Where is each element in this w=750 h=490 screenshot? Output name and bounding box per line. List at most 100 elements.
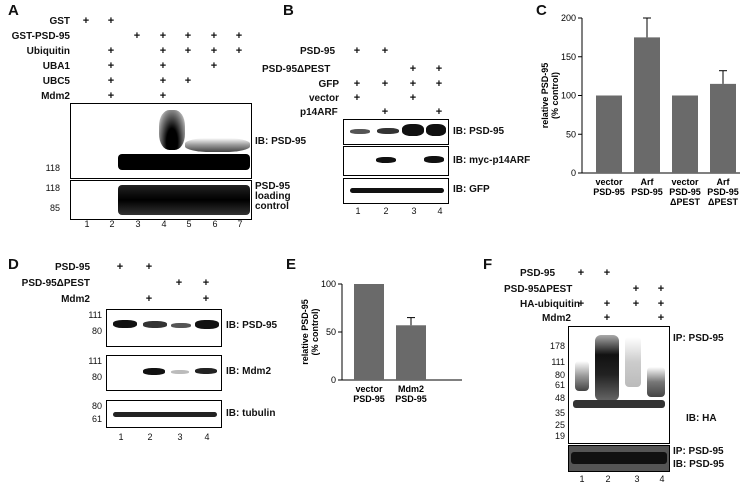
x-tick-label: Arf PSD-95 ΔPEST bbox=[707, 177, 739, 207]
f-mw: 61 bbox=[554, 380, 565, 390]
bar bbox=[672, 95, 698, 173]
b-ib: IB: PSD-95 bbox=[453, 126, 505, 137]
d-mw: 111 bbox=[88, 356, 102, 366]
d-mw: 80 bbox=[91, 372, 102, 382]
d-blot-mdm2 bbox=[106, 355, 222, 391]
b-lane: 3 bbox=[411, 206, 417, 216]
a-lane: 3 bbox=[135, 219, 141, 229]
y-tick-label: 150 bbox=[561, 52, 576, 62]
a-row-label: UBC5 bbox=[42, 76, 70, 87]
y-tick-label: 50 bbox=[566, 129, 576, 139]
y-tick-label: 100 bbox=[561, 91, 576, 101]
b-row-label: PSD-95 bbox=[300, 46, 336, 57]
a-mw: 118 bbox=[45, 163, 60, 173]
a-row-label: GST bbox=[49, 16, 70, 27]
d-row-label: PSD-95 bbox=[54, 262, 90, 273]
f-row-label: Mdm2 bbox=[542, 313, 571, 324]
a-lane: 5 bbox=[186, 219, 192, 229]
d-blot-tubulin bbox=[106, 400, 222, 428]
bar bbox=[396, 325, 426, 380]
x-tick-label: vector PSD-95 ΔPEST bbox=[669, 177, 701, 207]
x-tick-label: vector PSD-95 bbox=[593, 177, 625, 197]
bar bbox=[634, 37, 660, 173]
d-ib: IB: Mdm2 bbox=[226, 366, 271, 377]
f-mw: 48 bbox=[554, 393, 565, 403]
d-row-label: Mdm2 bbox=[61, 294, 90, 305]
a-lane: 6 bbox=[212, 219, 218, 229]
a-ib-bottom: PSD-95 loading control bbox=[255, 181, 291, 212]
d-ib: IB: tubulin bbox=[226, 408, 276, 419]
x-tick-label: Arf PSD-95 bbox=[631, 177, 663, 197]
f-lane: 2 bbox=[605, 474, 611, 484]
y-axis-label: relative PSD-95(% control) bbox=[300, 299, 320, 365]
f-lane: 4 bbox=[659, 474, 665, 484]
d-blot-psd95 bbox=[106, 309, 222, 347]
y-axis-label: relative PSD-95(% control) bbox=[540, 63, 560, 129]
f-ip: IP: PSD-95 bbox=[673, 333, 724, 344]
a-blot-top bbox=[70, 103, 252, 179]
f-blot-psd95 bbox=[568, 445, 670, 472]
a-lane: 4 bbox=[161, 219, 167, 229]
d-mw: 61 bbox=[91, 414, 102, 424]
f-lane: 3 bbox=[634, 474, 640, 484]
a-lane: 7 bbox=[237, 219, 243, 229]
y-tick-label: 100 bbox=[321, 279, 336, 289]
b-lane: 1 bbox=[355, 206, 361, 216]
d-mw: 111 bbox=[88, 310, 102, 320]
b-row-label: PSD-95ΔPEST bbox=[262, 64, 331, 75]
f-row-label: PSD-95 bbox=[520, 268, 556, 279]
b-blot-gfp bbox=[343, 178, 449, 204]
f-mw: 111 bbox=[551, 357, 565, 367]
panel-label-a: A bbox=[8, 2, 19, 19]
panel-label-c: C bbox=[536, 2, 547, 19]
x-tick-label: vector PSD-95 bbox=[353, 384, 385, 404]
b-lane: 4 bbox=[437, 206, 443, 216]
bar bbox=[354, 284, 384, 380]
d-lane: 4 bbox=[204, 432, 210, 442]
f-mw: 80 bbox=[554, 370, 565, 380]
d-lane: 3 bbox=[177, 432, 183, 442]
d-lane: 2 bbox=[147, 432, 153, 442]
b-ib: IB: myc-p14ARF bbox=[453, 155, 531, 166]
chart-c: 0 50 100 150 200 vector PSD-95 Arf PSD-95 vector P… bbox=[540, 13, 740, 207]
f-row-label: PSD-95ΔPEST bbox=[504, 284, 573, 295]
b-ib: IB: GFP bbox=[453, 184, 490, 195]
a-blot-bottom bbox=[70, 180, 252, 220]
a-row-label: Ubiquitin bbox=[26, 46, 70, 57]
bar bbox=[596, 95, 622, 173]
a-row-label: UBA1 bbox=[42, 61, 70, 72]
f-ib: IB: HA bbox=[686, 413, 717, 424]
f-mw: 178 bbox=[549, 341, 565, 351]
f-ib2: IB: PSD-95 bbox=[673, 459, 725, 470]
a-ib-top: IB: PSD-95 bbox=[255, 136, 307, 147]
y-tick-label: 0 bbox=[571, 168, 576, 178]
f-row-label: HA-ubiquitin bbox=[520, 299, 580, 310]
b-row-label: vector bbox=[308, 93, 339, 104]
y-tick-label: 200 bbox=[561, 13, 576, 23]
f-mw: 35 bbox=[554, 408, 565, 418]
d-row-label: PSD-95ΔPEST bbox=[21, 278, 90, 289]
f-mw: 25 bbox=[554, 420, 565, 430]
b-row-label: p14ARF bbox=[300, 107, 338, 118]
a-mw: 85 bbox=[49, 203, 60, 213]
chart-e: 0 50 100 vector PSD-95 Mdm2 PSD-95 relative PSD… bbox=[300, 279, 462, 404]
b-lane: 2 bbox=[383, 206, 389, 216]
panel-label-f: F bbox=[483, 256, 493, 273]
panel-label-e: E bbox=[286, 256, 297, 273]
f-blot-ha bbox=[568, 326, 670, 444]
a-mw: 118 bbox=[45, 183, 60, 193]
panel-label-b: B bbox=[283, 2, 294, 19]
d-lane: 1 bbox=[118, 432, 124, 442]
bar bbox=[710, 83, 736, 173]
f-mw: 19 bbox=[554, 431, 565, 441]
y-tick-label: 50 bbox=[326, 327, 336, 337]
f-lane: 1 bbox=[579, 474, 585, 484]
b-row-label: GFP bbox=[318, 79, 339, 90]
a-lane: 1 bbox=[84, 219, 90, 229]
a-lane: 2 bbox=[109, 219, 115, 229]
f-ip2: IP: PSD-95 bbox=[673, 446, 724, 457]
a-row-label: GST-PSD-95 bbox=[11, 31, 70, 42]
d-mw: 80 bbox=[91, 326, 102, 336]
d-mw: 80 bbox=[91, 401, 102, 411]
a-row-label: Mdm2 bbox=[41, 91, 70, 102]
